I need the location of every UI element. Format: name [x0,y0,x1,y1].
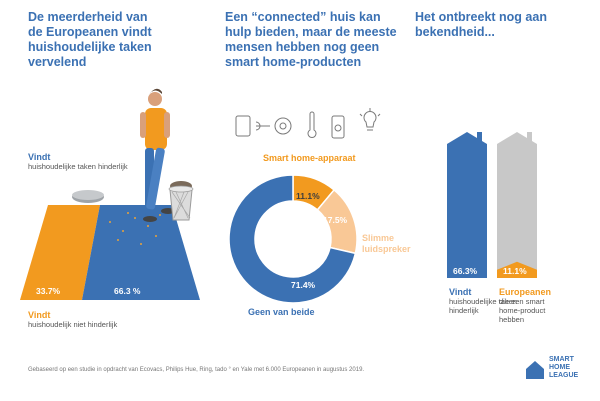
donut-slice [228,174,357,304]
col3-left-sub-1: huishoudelijke taken [449,297,517,306]
doorbell-icon [331,115,345,139]
camera-icon [274,117,292,135]
col3-left-block: Vindt huishoudelijke taken hinderlijk [449,287,517,315]
col2-heading-line: Een “connected” huis kan [225,10,381,24]
col3-heading-line: bekendheid... [415,25,495,39]
logo-line: LEAGUE [549,372,579,379]
col1-niet-sub: huishoudelijk niet hinderlijk [28,320,118,329]
house-chimney [527,132,532,142]
col3-left-label: Vindt [449,287,472,297]
carpet-orange-value: 33.7% [36,286,61,296]
col1-heading-line: huishoudelijke taken [28,40,152,54]
footnote: Gebaseerd op een studie in opdracht van … [28,367,365,373]
laundry-basket-icon [168,181,194,221]
temperature-icon [307,111,317,138]
lock-icon [255,121,270,131]
lightbulb-icon [363,111,377,131]
col2-heading-line: smart home-producten [225,55,362,69]
house-shape [447,132,487,278]
col1-vindt-block: Vindt huishoudelijke taken hinderlijk [28,152,128,171]
speaker-label-line: luidspreker [362,244,411,254]
speaker-label: Slimme luidspreker [362,233,411,255]
smart-apparaat-label: Smart home-apparaat [263,153,356,163]
donut-value-speaker: 17.5% [323,215,348,225]
col1-vindt-label: Vindt [28,152,51,162]
donut-value-none: 71.4% [291,280,316,290]
thermostat-icon [235,115,251,137]
logo-line: SMART [549,356,574,363]
col3-heading: Het ontbreekt nog aan bekendheid... [415,10,585,40]
house-left-value: 66.3% [453,266,478,276]
dirt-dots [109,212,161,245]
col3-right-sub-1: die een smart [499,297,545,306]
logo-house-icon [526,361,544,379]
house-right-value: 11.1% [503,266,527,276]
col3-right-label: Europeanen [499,287,552,297]
col3-left-sub-2: hinderlijk [449,306,479,315]
col1-niet-label: Vindt [28,310,51,320]
col1-vindt-sub: huishoudelijke taken hinderlijk [28,162,128,171]
col3-heading-line: Het ontbreekt nog aan [415,10,547,24]
col2-heading-line: hulp bieden, maar de meeste [225,25,397,39]
carpet-blue-value: 66.3 % [114,286,141,296]
col1-heading-line: de Europeanen vindt [28,25,152,39]
col3-right-sub-3: hebben [499,315,525,324]
carpet-blue [82,205,200,300]
donut-value-smart: 11.1% [296,191,320,201]
logo: SMART HOME LEAGUE [525,356,585,386]
speaker-label-line: Slimme [362,233,395,243]
col1-heading-line: vervelend [28,55,87,69]
house-chimney [477,132,482,142]
person-illustration [140,88,175,222]
geen-label: Geen van beide [248,307,315,317]
col3-right-sub-2: home-product [499,306,546,315]
carpet-orange [20,205,100,300]
logo-line: HOME [549,364,570,371]
col3-right-block: Europeanen die een smart home-product he… [499,287,551,324]
col1-heading-line: De meerderheid van [28,10,148,24]
col1-heading: De meerderheid van de Europeanen vindt h… [28,10,188,70]
col2-heading-line: mensen hebben nog geen [225,40,380,54]
col1-niet-block: Vindt huishoudelijk niet hinderlijk [28,310,117,329]
house-fill-orange [497,261,537,278]
house-shape [497,132,537,278]
col2-heading: Een “connected” huis kan hulp bieden, ma… [225,10,405,70]
